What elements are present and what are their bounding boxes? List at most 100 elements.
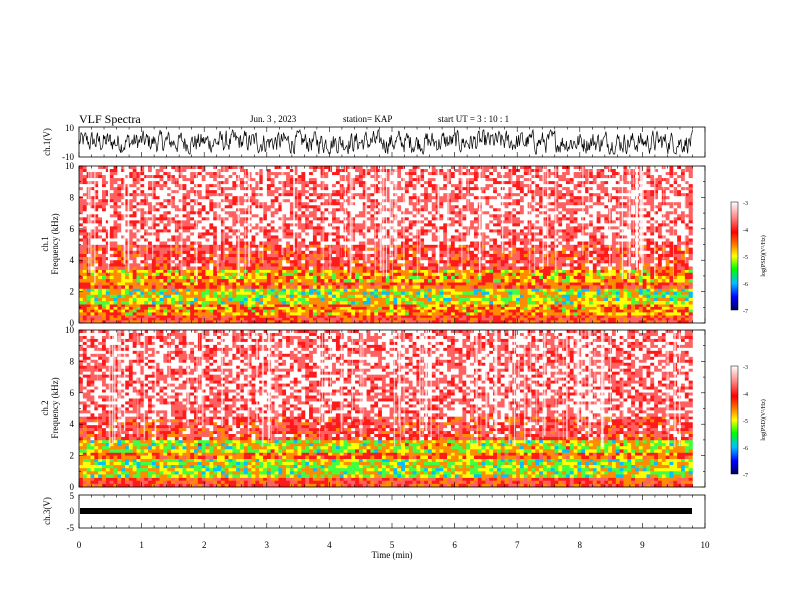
spectrogram-cell [121,260,126,264]
spectrogram-cell [347,312,352,316]
spectrogram-cell [148,275,153,280]
spectrogram-cell [516,306,521,310]
spectrogram-cell [673,320,678,324]
spectrogram-cell [581,282,586,286]
spectrogram-cell [661,263,666,267]
spectrogram-cell [519,297,525,302]
spectrogram-cell [401,257,406,261]
spectrogram-cell [577,247,582,252]
spectrogram-cell [680,297,686,302]
spectrogram-cell [362,320,367,324]
spectrogram-cell [339,169,344,173]
spectrogram-cell [393,260,398,264]
spectrogram-cell [527,306,532,310]
spectrogram-cell [565,304,571,308]
spectrogram-cell [228,263,233,267]
spectrogram-cell [504,315,509,319]
spectrogram-cell [220,272,225,277]
spectrogram-cell [328,175,333,179]
spectrogram-cell [458,257,463,261]
spectrogram-cell [132,275,137,280]
spectrogram-cell [462,250,467,255]
spectrogram-cell [615,257,620,261]
spectrogram-cell [220,247,225,252]
spectrogram-cell [205,263,210,267]
spectrogram-cell [305,304,310,308]
spectrogram-cell [312,315,318,319]
spectrogram-cell [247,269,252,274]
spectrogram-cell [236,304,241,308]
spectrogram-cell [98,315,103,319]
spectrogram-cell [539,244,544,248]
spectrogram-cell [358,269,364,274]
spectrogram-cell [339,272,344,277]
spectrogram-cell [217,275,222,280]
spectrogram-cell [366,260,371,264]
spectrogram-cell [619,253,624,258]
spectrogram-cell [519,315,525,319]
spectrogram-cell [251,304,256,308]
spectrogram-cell [588,269,594,274]
spectrogram-cell [151,301,156,305]
spectrogram-cell [634,306,640,310]
spectrogram-cell [174,297,179,302]
spectrogram-cell [654,247,659,252]
spectrogram-cell [174,309,179,313]
spectrogram-cell [470,309,475,313]
spectrogram-cell [312,175,318,179]
spectrogram-cell [642,253,647,258]
spectrogram-cell [608,275,613,280]
spectrogram-cell [680,275,686,280]
spectrogram-cell [159,282,164,286]
spectrogram-cell [155,272,160,277]
spectrogram-cell [550,172,555,176]
spectrogram-cell [105,317,110,321]
spectrogram-cell [362,309,367,313]
spectrogram-cell [688,306,693,310]
spectrogram-cell [569,309,574,313]
spectrogram-cell [144,297,149,302]
spectrogram-cell [585,272,590,277]
spectrogram-cell [454,294,459,299]
spectrogram-cell [251,279,256,283]
spectrogram-cell [535,266,540,270]
spectrogram-cell [171,294,176,299]
spectrogram-cell [680,266,686,270]
spectrogram-cell [393,315,398,319]
spectrogram-cell [404,269,410,274]
spectrogram-cell [174,244,179,248]
spectrogram-cell [585,172,590,176]
spectrogram-cell [90,309,95,313]
spectrogram-cell [562,320,567,324]
spectrogram-cell [220,166,225,170]
spectrogram-cell [454,272,459,277]
spectrogram-cell [228,285,233,289]
spectrogram-cell [473,312,479,316]
spectrogram-cell [339,250,344,255]
spectrogram-cell [535,247,540,252]
spectrogram-cell [263,285,268,289]
spectrogram-cell [527,294,532,299]
spectrogram-cell [144,244,149,248]
spectrogram-cell [535,175,540,179]
spectrogram-cell [412,178,417,182]
spectrogram-cell [654,272,659,277]
spectrogram-cell [634,301,640,305]
spectrogram-cell [316,263,321,267]
spectrogram-cell [504,169,509,173]
spectrogram-cell [401,166,406,170]
spectrogram-cell [251,253,256,258]
spectrogram-cell [527,291,532,296]
spectrogram-cell [665,247,670,252]
spectrogram-cell [163,288,168,292]
spectrogram-cell [397,247,402,252]
spectrogram-cell [255,172,260,176]
spectrogram-cell [251,175,256,179]
spectrogram-cell [128,269,133,274]
spectrogram-cell [458,172,463,176]
spectrogram-cell [477,312,482,316]
spectrogram-cell [205,312,210,316]
spectrogram-cell [312,282,318,286]
spectrogram-cell [320,312,325,316]
spectrogram-cell [550,294,555,299]
